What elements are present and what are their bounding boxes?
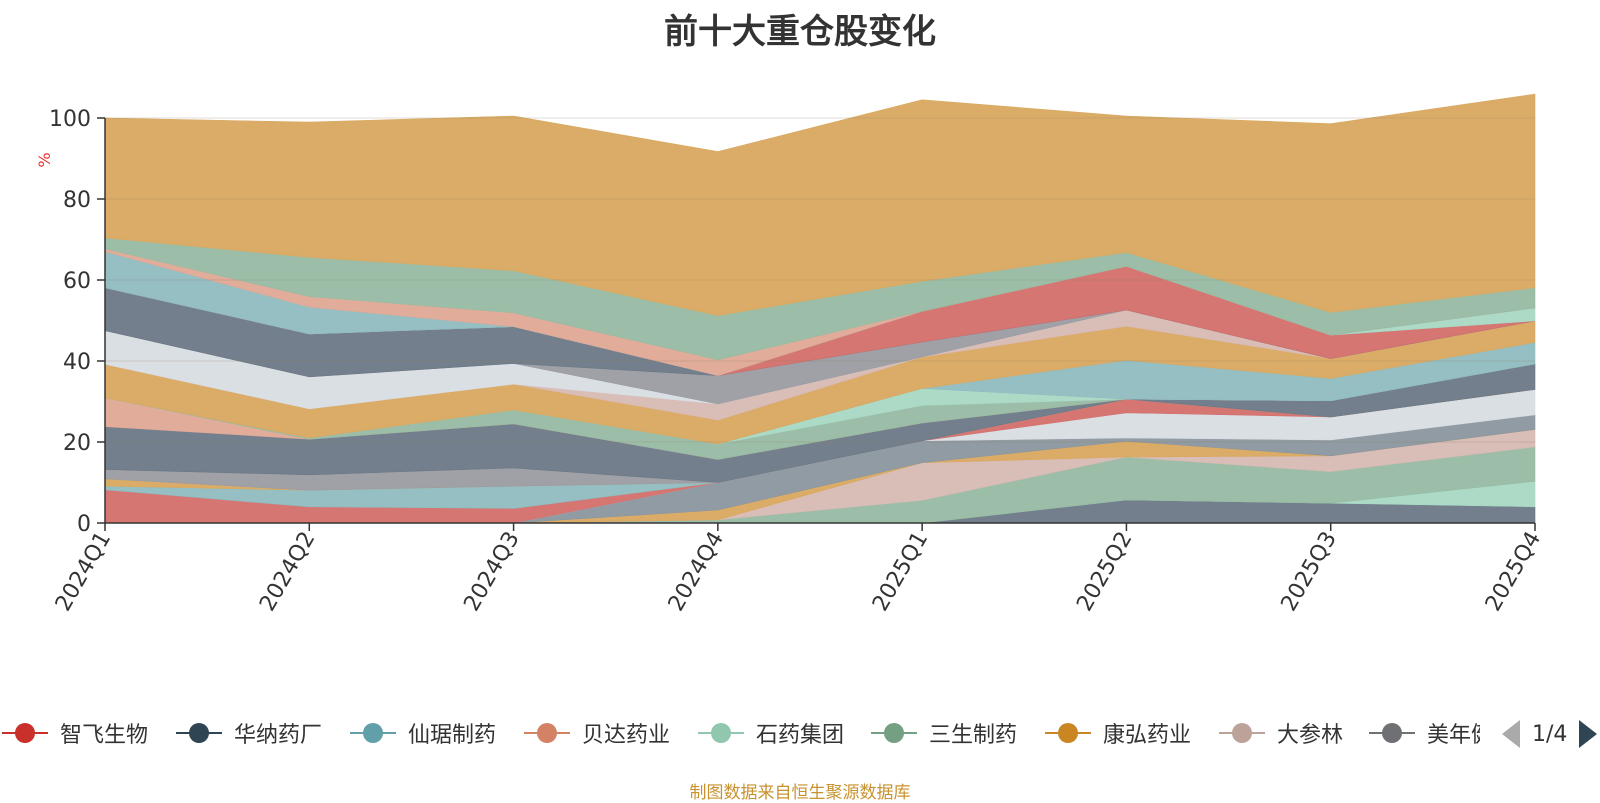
y-tick-label: 60 (63, 269, 91, 294)
area-series-26 (104, 93, 1536, 316)
prev-page-icon[interactable] (1500, 718, 1524, 750)
legend-item[interactable]: 智飞生物 (0, 715, 148, 751)
legend-label: 大参林 (1277, 723, 1344, 748)
legend-marker-icon (1219, 723, 1265, 743)
legend-item[interactable]: 华纳药厂 (174, 715, 322, 751)
legend-marker-icon (350, 723, 396, 743)
y-tick-label: 100 (49, 107, 91, 132)
legend: 智飞生物 华纳药厂 仙琚制药 贝达药业 石药集团 三生制药 康弘药业 大参林 美年健康 (0, 715, 1480, 751)
legend-label: 智飞生物 (60, 723, 149, 748)
y-tick-label: 40 (63, 350, 91, 375)
x-tick-label: 2024Q3 (459, 528, 524, 616)
legend-marker-icon (2, 723, 48, 743)
legend-marker-icon (1369, 723, 1415, 743)
legend-label: 华纳药厂 (234, 723, 323, 748)
chart-title: 前十大重仓股变化 (664, 12, 936, 52)
legend-marker-icon (871, 723, 917, 743)
x-tick-label: 2025Q3 (1277, 528, 1342, 616)
legend-marker-icon (698, 723, 744, 743)
legend-item[interactable]: 贝达药业 (522, 715, 670, 751)
y-ticks: 0 20 40 60 80 100 (49, 107, 105, 537)
legend-item[interactable]: 大参林 (1217, 715, 1343, 751)
y-unit-label: % (35, 152, 54, 167)
legend-item[interactable]: 仙琚制药 (348, 715, 496, 751)
legend-item[interactable]: 三生制药 (869, 715, 1017, 751)
next-page-icon[interactable] (1575, 718, 1599, 750)
x-tick-label: 2024Q2 (255, 528, 320, 616)
x-tick-label: 2025Q4 (1481, 528, 1546, 616)
axes (104, 118, 1535, 524)
x-tick-label: 2025Q2 (1072, 528, 1137, 616)
legend-page-indicator: 1/4 (1532, 721, 1568, 747)
y-tick-label: 0 (77, 512, 91, 537)
legend-label: 美年健康 (1427, 723, 1480, 748)
legend-marker-icon (176, 723, 222, 743)
legend-marker-icon (524, 723, 570, 743)
y-tick-label: 20 (63, 431, 91, 456)
legend-item[interactable]: 康弘药业 (1043, 715, 1191, 751)
y-tick-label: 80 (63, 188, 91, 213)
legend-label: 仙琚制药 (408, 723, 497, 748)
legend-label: 贝达药业 (582, 723, 671, 748)
x-tick-label: 2024Q4 (664, 528, 729, 616)
legend-item[interactable]: 石药集团 (696, 715, 844, 751)
legend-item[interactable]: 美年健康 (1367, 715, 1480, 751)
gridlines (105, 117, 1535, 443)
legend-label: 三生制药 (929, 723, 1018, 748)
x-tick-label: 2024Q1 (51, 528, 116, 616)
legend-label: 石药集团 (756, 723, 845, 748)
legend-label: 康弘药业 (1103, 723, 1192, 748)
data-source-footer: 制图数据来自恒生聚源数据库 (689, 783, 911, 803)
x-ticks: 2024Q1 2024Q2 2024Q3 2024Q4 2025Q1 2025Q2 2025… (51, 523, 1546, 616)
legend-marker-icon (1045, 723, 1091, 743)
x-tick-label: 2025Q1 (868, 528, 933, 616)
area-series-group (104, 93, 1536, 524)
legend-pager: 1/4 (1500, 718, 1599, 750)
